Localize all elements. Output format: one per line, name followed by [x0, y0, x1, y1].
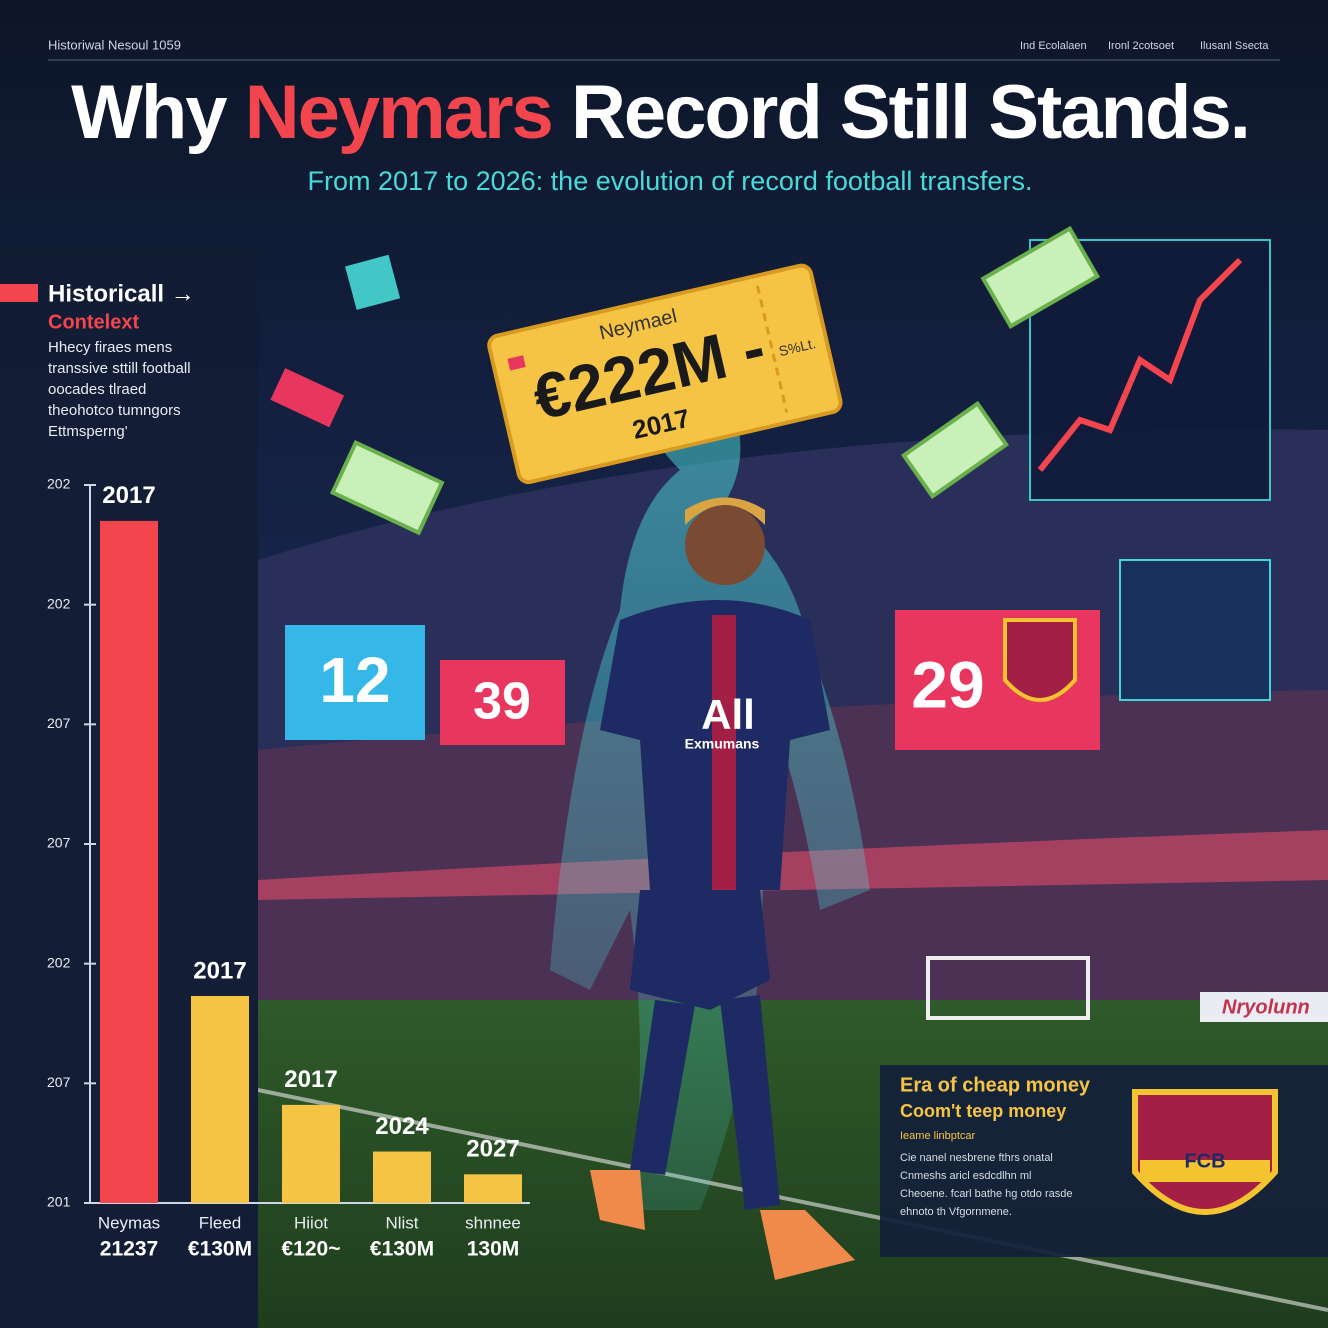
subtitle: From 2017 to 2026: the evolution of reco…: [308, 166, 1033, 196]
player: All Exmumans: [590, 497, 855, 1280]
x-tick-sublabel: 21237: [100, 1238, 158, 1261]
scoreboard-number: 39: [473, 673, 531, 731]
title: Why Neymars Record Still Stands.: [71, 70, 1249, 155]
info-text: Cie nanel nesbrene fthrs onatal Cnmeshs a…: [900, 1152, 1072, 1218]
x-tick-label: Hiiot: [294, 1213, 328, 1232]
stat-screen-2: [1119, 559, 1271, 701]
info-title: Era of cheap money: [900, 1074, 1091, 1096]
title-highlight: Neymars: [245, 70, 552, 155]
sidebar-accent: [0, 284, 38, 302]
pitch-line: [257, 1088, 1328, 1312]
info-tag: Ieame linbptcar: [900, 1130, 976, 1142]
kicker: Historiwal Nesoul 1059: [48, 37, 181, 52]
x-tick-label: Neymas: [98, 1213, 160, 1232]
scoreboard: [440, 660, 565, 745]
ticket: Neymael €222M - 2017 S%Lt.: [487, 263, 843, 485]
card: [270, 368, 345, 428]
crest-small: [1003, 618, 1077, 702]
chart: 201 207 202 207 207 202 202 Neymas 21237 2017 Flee…: [47, 476, 530, 1261]
goal: [926, 956, 1090, 1020]
banknote: [980, 225, 1101, 329]
x-tick-sublabel: 130M: [467, 1238, 520, 1261]
sidebar-line: Hhecy firaes mens: [48, 339, 172, 356]
y-tick-label: 202: [47, 954, 71, 970]
bar: [464, 1174, 522, 1203]
x-tick-sublabel: €130M: [188, 1238, 252, 1261]
bar-label: 2017: [102, 482, 155, 509]
scoreboard-number: 12: [319, 644, 390, 716]
y-tick-label: 207: [47, 715, 71, 731]
ad-ring: [258, 830, 1328, 900]
y-tick-label: 207: [47, 1074, 71, 1090]
scoreboard-number: 29: [911, 647, 984, 721]
crest-band: [1140, 1160, 1270, 1182]
y-tick-label: 207: [47, 835, 71, 851]
y-tick-label: 201: [47, 1194, 71, 1210]
x-tick-sublabel: €130M: [370, 1238, 434, 1261]
sidebar-text: Hhecy firaes mens transsive sttill footba…: [48, 339, 191, 440]
bar-label: 2017: [193, 957, 246, 984]
bar-label: 2027: [466, 1136, 519, 1163]
nav-item: Ilusanl Ssecta: [1200, 40, 1269, 52]
banner-text: Nryolunn: [1222, 996, 1310, 1018]
banknote: [329, 440, 445, 536]
sidebar-line: oocades tlraed: [48, 381, 146, 398]
screen-graph: [1037, 257, 1243, 472]
banknote: [901, 400, 1009, 500]
nav-item: Ind Ecolalaen: [1020, 40, 1087, 52]
nav-item: Ironl 2cotsoet: [1108, 40, 1174, 52]
banner-board: [1200, 992, 1328, 1022]
sidebar-heading: Historicall →: [48, 280, 195, 307]
bar-label: 2024: [375, 1113, 429, 1140]
crowd: [258, 690, 1328, 1000]
info-line: Cheoene. fcarl bathe hg otdo rasde: [900, 1188, 1072, 1200]
info-subtitle: Coom't teep money: [900, 1101, 1066, 1121]
card: [345, 254, 401, 310]
title-part: Why: [71, 70, 227, 155]
bar: [191, 995, 249, 1203]
bar: [100, 520, 158, 1203]
crest-text: FCB: [1184, 1150, 1225, 1172]
sidebar-subheading: Contelext: [48, 311, 139, 333]
shirt-sponsor: All: [701, 691, 755, 738]
y-tick-label: 202: [47, 595, 71, 611]
info-line: Cie nanel nesbrene fthrs onatal: [900, 1152, 1053, 1164]
y-tick-label: 202: [47, 476, 71, 492]
info-line: Cnmeshs aricl esdcdlhn ml: [900, 1170, 1031, 1182]
x-tick-label: shnnee: [465, 1213, 521, 1232]
scoreboard: [285, 625, 425, 740]
sidebar-line: Ettmsperng': [48, 423, 128, 440]
x-tick-label: Fleed: [199, 1213, 242, 1232]
sidebar-line: theohotco tumngors: [48, 402, 181, 419]
bar: [373, 1151, 431, 1203]
info-line: ehnoto th Vfgornmene.: [900, 1206, 1012, 1218]
x-tick-label: Nlist: [385, 1213, 418, 1232]
shirt-sub: Exmumans: [685, 736, 760, 752]
x-tick-sublabel: €120~: [282, 1238, 341, 1261]
bar-label: 2017: [284, 1066, 337, 1093]
sidebar-line: transsive sttill football: [48, 360, 191, 377]
title-part: Record Still Stands.: [571, 70, 1249, 155]
bar: [282, 1104, 340, 1203]
